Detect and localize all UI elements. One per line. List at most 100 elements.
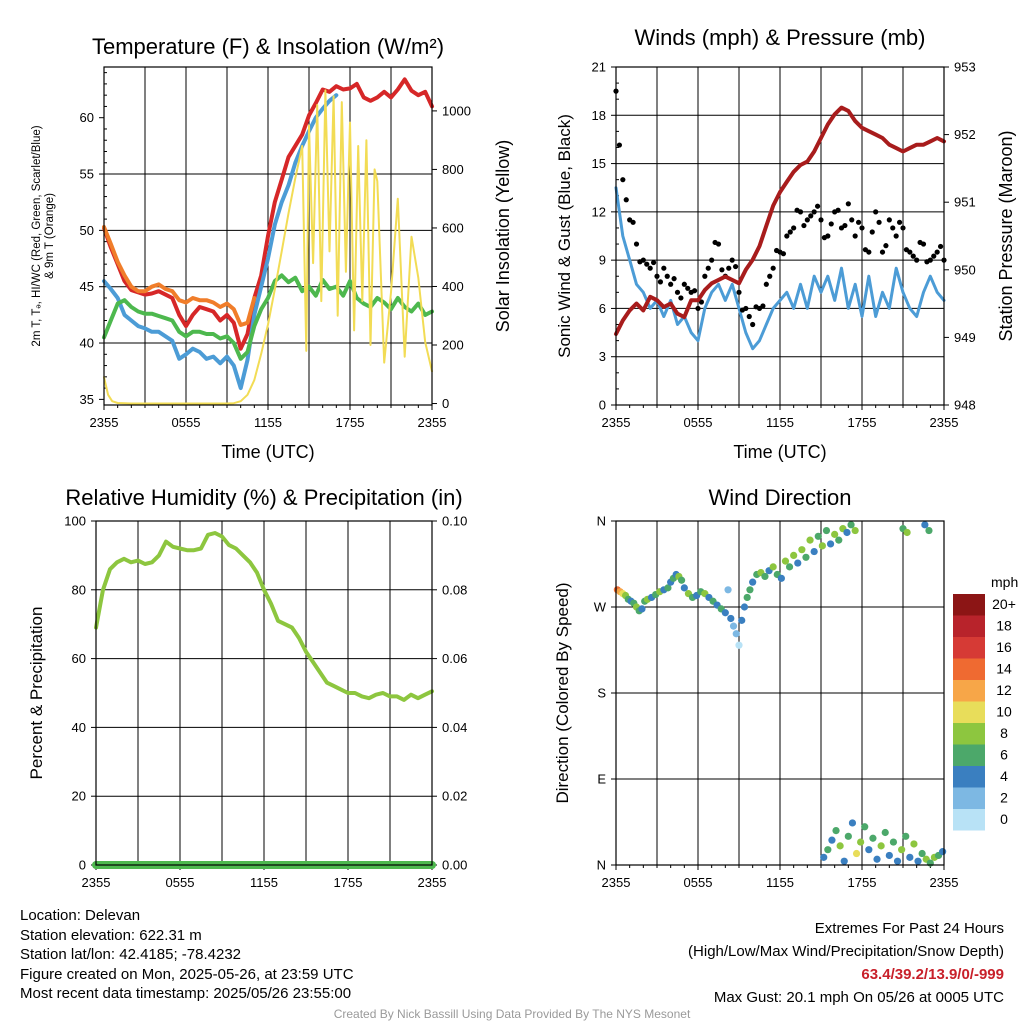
y-tick-label: 12 — [592, 204, 606, 219]
x-tick-label: 0555 — [166, 875, 195, 890]
x-tick-label: 0555 — [684, 415, 713, 430]
direction-point — [769, 563, 777, 571]
direction-point — [893, 857, 902, 865]
direction-point — [910, 840, 918, 848]
gust-point — [630, 219, 636, 225]
direction-point — [820, 853, 828, 861]
y-axis-label: Percent & Precipitation — [27, 607, 46, 780]
direction-point — [822, 526, 831, 535]
legend-label: 8 — [1000, 725, 1008, 741]
gust-point — [828, 221, 834, 227]
gust-point — [616, 142, 623, 148]
station-info: Location: Delevan Station elevation: 622… — [20, 906, 354, 1004]
direction-point — [777, 574, 785, 582]
direction-point — [902, 832, 910, 840]
gust-point — [818, 217, 824, 223]
gust-point — [804, 217, 810, 223]
gust-point — [640, 257, 646, 263]
gust-point — [746, 313, 752, 320]
chart-wind_direction: Wind Direction N E S W N 2355 0555 1155 1755 2355 D… — [553, 485, 1018, 890]
direction-point — [749, 578, 757, 586]
legend-label: 20+ — [992, 596, 1016, 612]
y-tick-label: 60 — [72, 651, 86, 666]
max-gust-text: Max Gust: 20.1 mph On 05/26 at 0005 UTC — [713, 989, 1004, 1006]
legend-swatch — [953, 594, 985, 616]
x-tick-label: 1155 — [254, 415, 282, 430]
direction-point — [847, 521, 855, 529]
direction-point — [836, 842, 844, 850]
gust-point — [633, 241, 640, 247]
legend-title: mph — [991, 574, 1018, 590]
y-tick-label: 9 — [599, 253, 606, 268]
y2-tick-label: 0.10 — [442, 514, 467, 529]
gust-point — [893, 233, 899, 239]
x-tick-label: 2355 — [930, 415, 959, 430]
direction-point — [810, 547, 818, 556]
chart-title: Relative Humidity (%) & Precipitation (i… — [65, 485, 462, 510]
direction-point — [918, 849, 926, 858]
series-line-1 — [102, 225, 257, 327]
legend-swatch — [953, 615, 985, 637]
x-tick-label: 2355 — [90, 415, 119, 430]
gust-point — [650, 259, 657, 266]
legend-swatch — [953, 809, 985, 831]
legend-label: 4 — [1000, 768, 1008, 784]
y-tick-label: 15 — [592, 156, 606, 171]
x-tick-label: 1755 — [336, 415, 365, 430]
legend-swatch — [953, 723, 985, 745]
direction-point — [826, 540, 835, 548]
direction-point — [798, 546, 806, 554]
y-tick-label: 35 — [80, 392, 94, 407]
legend-label: 0 — [1000, 811, 1008, 827]
gust-point — [886, 217, 892, 223]
series-line-0 — [614, 186, 946, 351]
gust-point — [695, 305, 701, 312]
gust-point — [644, 261, 650, 267]
y-tick-label: N — [597, 858, 606, 873]
series-line-3 — [102, 273, 434, 361]
gust-point — [927, 257, 933, 263]
gust-point — [668, 281, 674, 287]
gust-point — [623, 197, 629, 203]
y-tick-label: 45 — [80, 279, 94, 294]
chart-temperature: Temperature (F) & Insolation (W/m²) 35 40 4… — [31, 34, 513, 462]
y2-tick-label: 0 — [442, 396, 449, 411]
gust-point — [937, 243, 944, 250]
direction-point — [724, 586, 732, 594]
gust-point — [876, 219, 882, 225]
x-tick-label: 2355 — [602, 415, 631, 430]
gust-point — [866, 249, 872, 255]
gust-point — [842, 222, 848, 229]
gust-point — [879, 249, 886, 255]
y2-tick-label: 950 — [954, 262, 976, 277]
gust-point — [797, 209, 804, 215]
legend-swatch — [953, 701, 985, 723]
x-tick-label: 2355 — [82, 875, 111, 890]
y-tick-label: 6 — [599, 301, 606, 316]
x-tick-label: 1755 — [848, 875, 877, 890]
gust-point — [900, 225, 906, 231]
gust-point — [691, 288, 698, 294]
elevation-text: Station elevation: 622.31 m — [20, 926, 202, 944]
direction-point — [939, 848, 947, 856]
gust-point — [825, 233, 831, 239]
chart-winds: Winds (mph) & Pressure (mb) 0 3 6 9 12 15 18 21 9… — [555, 25, 1016, 462]
direction-point — [925, 526, 933, 535]
gust-point — [674, 289, 681, 295]
direction-point — [914, 857, 922, 865]
gust-point — [814, 203, 821, 209]
direction-point — [840, 857, 848, 865]
y-tick-label: E — [597, 772, 606, 787]
gust-point — [835, 207, 841, 213]
x-tick-label: 0555 — [172, 415, 201, 430]
y2-tick-label: 953 — [954, 60, 976, 75]
y-tick-label: 0 — [79, 858, 86, 873]
direction-point — [844, 832, 852, 840]
x-tick-label: 1755 — [848, 415, 877, 430]
gust-point — [869, 229, 875, 235]
y-axis-label: & 9m T (Orange) — [44, 193, 56, 279]
gust-point — [801, 222, 807, 229]
extremes-title: Extremes For Past 24 Hours — [814, 920, 1004, 937]
gust-point — [664, 273, 670, 279]
extremes-subtitle: (High/Low/Max Wind/Precipitation/Snow De… — [688, 943, 1004, 960]
